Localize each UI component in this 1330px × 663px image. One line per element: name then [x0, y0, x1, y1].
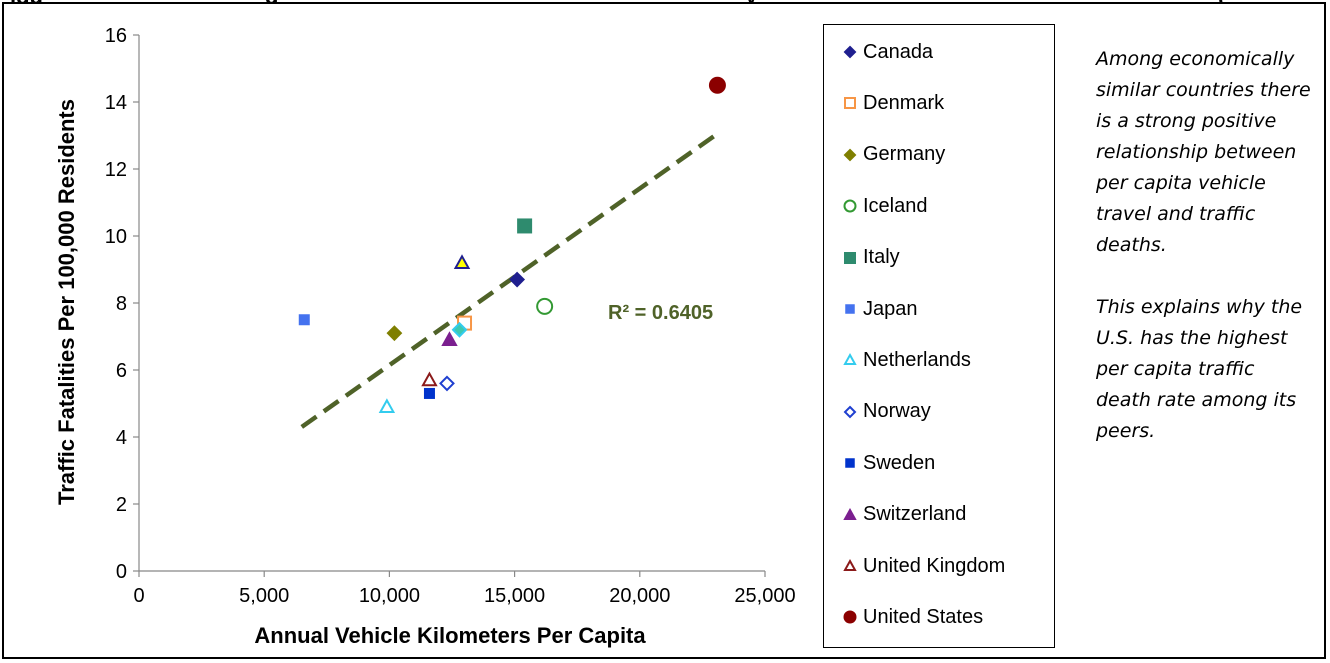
legend-item-united-states: United States	[824, 604, 983, 630]
legend-label: Sweden	[863, 451, 936, 474]
legend-label: Germany	[863, 143, 946, 166]
legend-marker	[845, 458, 855, 468]
legend-marker	[844, 97, 856, 110]
legend-marker	[843, 353, 857, 366]
y-tick-label: 8	[116, 293, 127, 315]
x-tick-label: 0	[133, 585, 144, 607]
legend-item-germany: Germany	[824, 142, 945, 168]
legend-item-sweden: Sweden	[824, 450, 935, 476]
legend-marker-shape	[843, 507, 857, 520]
legend-marker	[843, 199, 857, 213]
x-tick-label: 15,000	[484, 585, 545, 607]
point-italy	[517, 218, 533, 234]
legend-label: Canada	[863, 40, 934, 63]
legend-item-denmark: Denmark	[824, 90, 944, 116]
legend-item-united-kingdom: United Kingdom	[824, 553, 1005, 579]
legend-marker-shape	[845, 458, 855, 468]
x-tick-label: 20,000	[609, 585, 670, 607]
point-sweden	[423, 387, 435, 399]
legend-marker-shape	[843, 610, 857, 624]
legend-marker-shape	[843, 148, 857, 162]
legend-marker	[843, 405, 857, 419]
y-tick-label: 2	[116, 494, 127, 516]
legend-marker	[843, 610, 857, 624]
legend-marker-shape	[844, 97, 856, 110]
legend-label: Norway	[863, 400, 931, 423]
explanatory-note: Among economically similar countries the…	[1096, 44, 1311, 447]
unlabeled-point-1	[453, 254, 471, 269]
y-tick-label: 16	[105, 25, 127, 47]
point-iceland	[536, 297, 554, 315]
legend-marker-shape	[843, 353, 857, 366]
legend-item-canada: Canada	[824, 39, 933, 65]
legend-marker-shape	[845, 304, 855, 314]
legend-marker-shape	[843, 558, 857, 571]
y-tick-label: 4	[116, 427, 127, 449]
legend-item-netherlands: Netherlands	[824, 347, 971, 373]
trendline-layer	[300, 133, 717, 429]
legend-label: Iceland	[863, 194, 928, 217]
legend-item-italy: Italy	[824, 245, 900, 271]
legend-marker	[845, 304, 855, 314]
legend-marker-shape	[843, 199, 857, 213]
legend-marker-shape	[844, 251, 856, 264]
r-squared-annotation: R² = 0.6405	[608, 302, 713, 324]
point-germany	[386, 325, 403, 342]
y-tick-label: 12	[105, 159, 127, 181]
legend-marker-shape	[843, 45, 857, 59]
legend-label: Netherlands	[863, 348, 971, 371]
axes: 0 2 4 6 8 10 12 14 16 0 5,000 10,000 15,000 20,000 25,…	[105, 25, 796, 607]
point-switzerland	[441, 331, 458, 347]
legend-label: Denmark	[863, 91, 945, 114]
legend-label: Italy	[863, 246, 900, 269]
point-united-states	[708, 76, 726, 94]
note-paragraph-2: This explains why the U.S. has the highe…	[1096, 296, 1303, 442]
point-japan	[298, 314, 310, 326]
y-tick-label: 14	[105, 92, 127, 114]
data-points	[298, 76, 726, 414]
legend-label: Japan	[863, 297, 918, 320]
x-tick-label: 10,000	[359, 585, 420, 607]
y-axis-title: Traffic Fatalities Per 100,000 Residents	[54, 99, 79, 505]
x-tick-label: 25,000	[734, 585, 795, 607]
legend-marker	[843, 558, 857, 571]
legend-item-iceland: Iceland	[824, 193, 928, 219]
legend-marker	[843, 45, 857, 59]
note-paragraph-1: Among economically similar countries the…	[1096, 48, 1311, 256]
legend-label: United States	[863, 605, 984, 628]
legend-marker-shape	[843, 405, 857, 419]
x-tick-label: 5,000	[239, 585, 289, 607]
point-netherlands	[378, 398, 396, 414]
legend-marker	[843, 148, 857, 162]
point-united-kingdom	[421, 371, 438, 387]
legend-marker	[843, 507, 857, 520]
legend-item-switzerland: Switzerland	[824, 502, 966, 528]
legend-label: United Kingdom	[863, 554, 1006, 577]
point-norway	[439, 375, 455, 392]
x-axis-title: Annual Vehicle Kilometers Per Capita	[254, 623, 646, 648]
legend-label: Switzerland	[863, 503, 967, 526]
point-canada	[509, 271, 526, 288]
legend-item-norway: Norway	[824, 399, 931, 425]
y-tick-label: 10	[105, 226, 127, 248]
trendline	[300, 133, 717, 429]
y-tick-label: 0	[116, 561, 127, 583]
y-tick-label: 6	[116, 360, 127, 382]
chart-legend: Canada Denmark Germany Iceland Italy Japan Net…	[823, 24, 1055, 648]
legend-marker	[844, 251, 856, 264]
legend-item-japan: Japan	[824, 296, 918, 322]
unlabeled-point-2	[451, 321, 468, 338]
